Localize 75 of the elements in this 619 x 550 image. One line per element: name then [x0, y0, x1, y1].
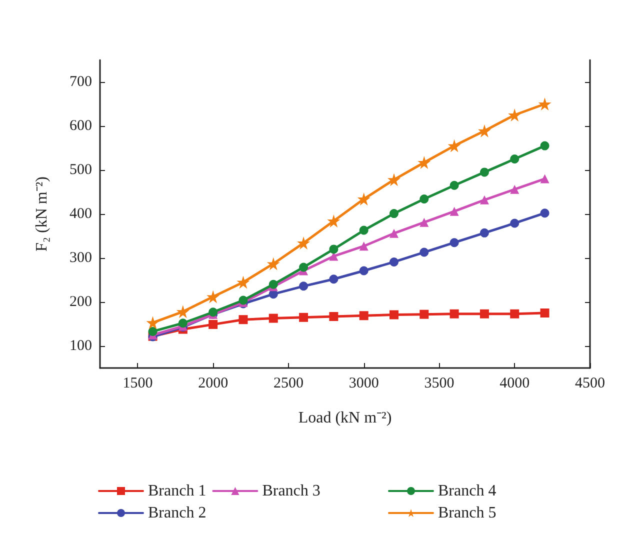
x-tick-label: 3000	[348, 376, 379, 392]
point	[390, 310, 398, 320]
x-tick-label: 2000	[198, 376, 228, 392]
point	[238, 315, 248, 324]
point	[450, 309, 459, 318]
point	[268, 280, 278, 289]
legend-label: Branch 1	[148, 482, 206, 500]
point	[268, 314, 278, 323]
point	[359, 311, 368, 320]
point	[420, 248, 429, 257]
legend-label: Branch 3	[262, 482, 320, 500]
point	[480, 309, 489, 318]
point	[176, 305, 190, 318]
y-tick-label: 500	[70, 162, 92, 178]
point	[538, 98, 552, 110]
point	[148, 326, 158, 336]
point	[420, 218, 429, 227]
point	[297, 236, 310, 250]
point	[359, 242, 368, 251]
point	[299, 262, 308, 272]
point	[236, 276, 250, 289]
point	[208, 320, 218, 329]
point	[357, 192, 370, 206]
x-tick-label: 3500	[424, 376, 454, 392]
x-tick-label: 4500	[575, 376, 605, 392]
point	[448, 139, 461, 152]
point	[299, 282, 308, 291]
point	[420, 194, 429, 204]
point	[540, 141, 550, 150]
point	[450, 238, 459, 248]
point	[510, 218, 520, 228]
point	[390, 209, 398, 218]
x-tick-label: 2500	[273, 376, 304, 392]
point	[508, 108, 522, 122]
point	[510, 184, 520, 194]
point	[178, 318, 188, 328]
point	[299, 312, 308, 322]
point	[540, 174, 550, 184]
point	[329, 244, 338, 254]
y-tick-label: 300	[70, 250, 92, 266]
x-tick-label: 4000	[500, 376, 530, 392]
legend-label: Branch 5	[438, 504, 496, 522]
point	[329, 274, 338, 284]
point	[480, 168, 489, 177]
point	[478, 124, 491, 138]
y-tick-label: 100	[70, 338, 92, 354]
point	[359, 226, 368, 235]
y-tick-label: 200	[70, 294, 92, 310]
point	[450, 206, 459, 216]
x-tick-label: 1500	[122, 376, 153, 392]
point	[480, 228, 489, 238]
point	[146, 316, 160, 330]
x-axis-title: Load (kN m⁻²)	[298, 410, 392, 426]
point	[327, 214, 340, 228]
point	[510, 309, 520, 318]
point	[540, 208, 550, 218]
y-tick-label: 700	[70, 74, 92, 90]
point	[480, 195, 489, 204]
point	[390, 228, 398, 238]
point	[418, 156, 431, 170]
y-axis-title: F₂ (kN m⁻²)	[34, 176, 50, 252]
legend-label: Branch 4	[438, 482, 496, 500]
point	[388, 173, 400, 186]
point	[329, 312, 338, 322]
y-tick-label: 400	[70, 206, 92, 222]
point	[359, 266, 368, 276]
y-tick-label: 600	[70, 118, 92, 134]
point	[420, 310, 429, 319]
point	[540, 308, 550, 318]
point	[206, 290, 220, 304]
point	[450, 180, 459, 190]
legend-label: Branch 2	[148, 504, 206, 522]
point	[390, 257, 398, 266]
point	[510, 154, 520, 164]
point	[266, 257, 280, 270]
